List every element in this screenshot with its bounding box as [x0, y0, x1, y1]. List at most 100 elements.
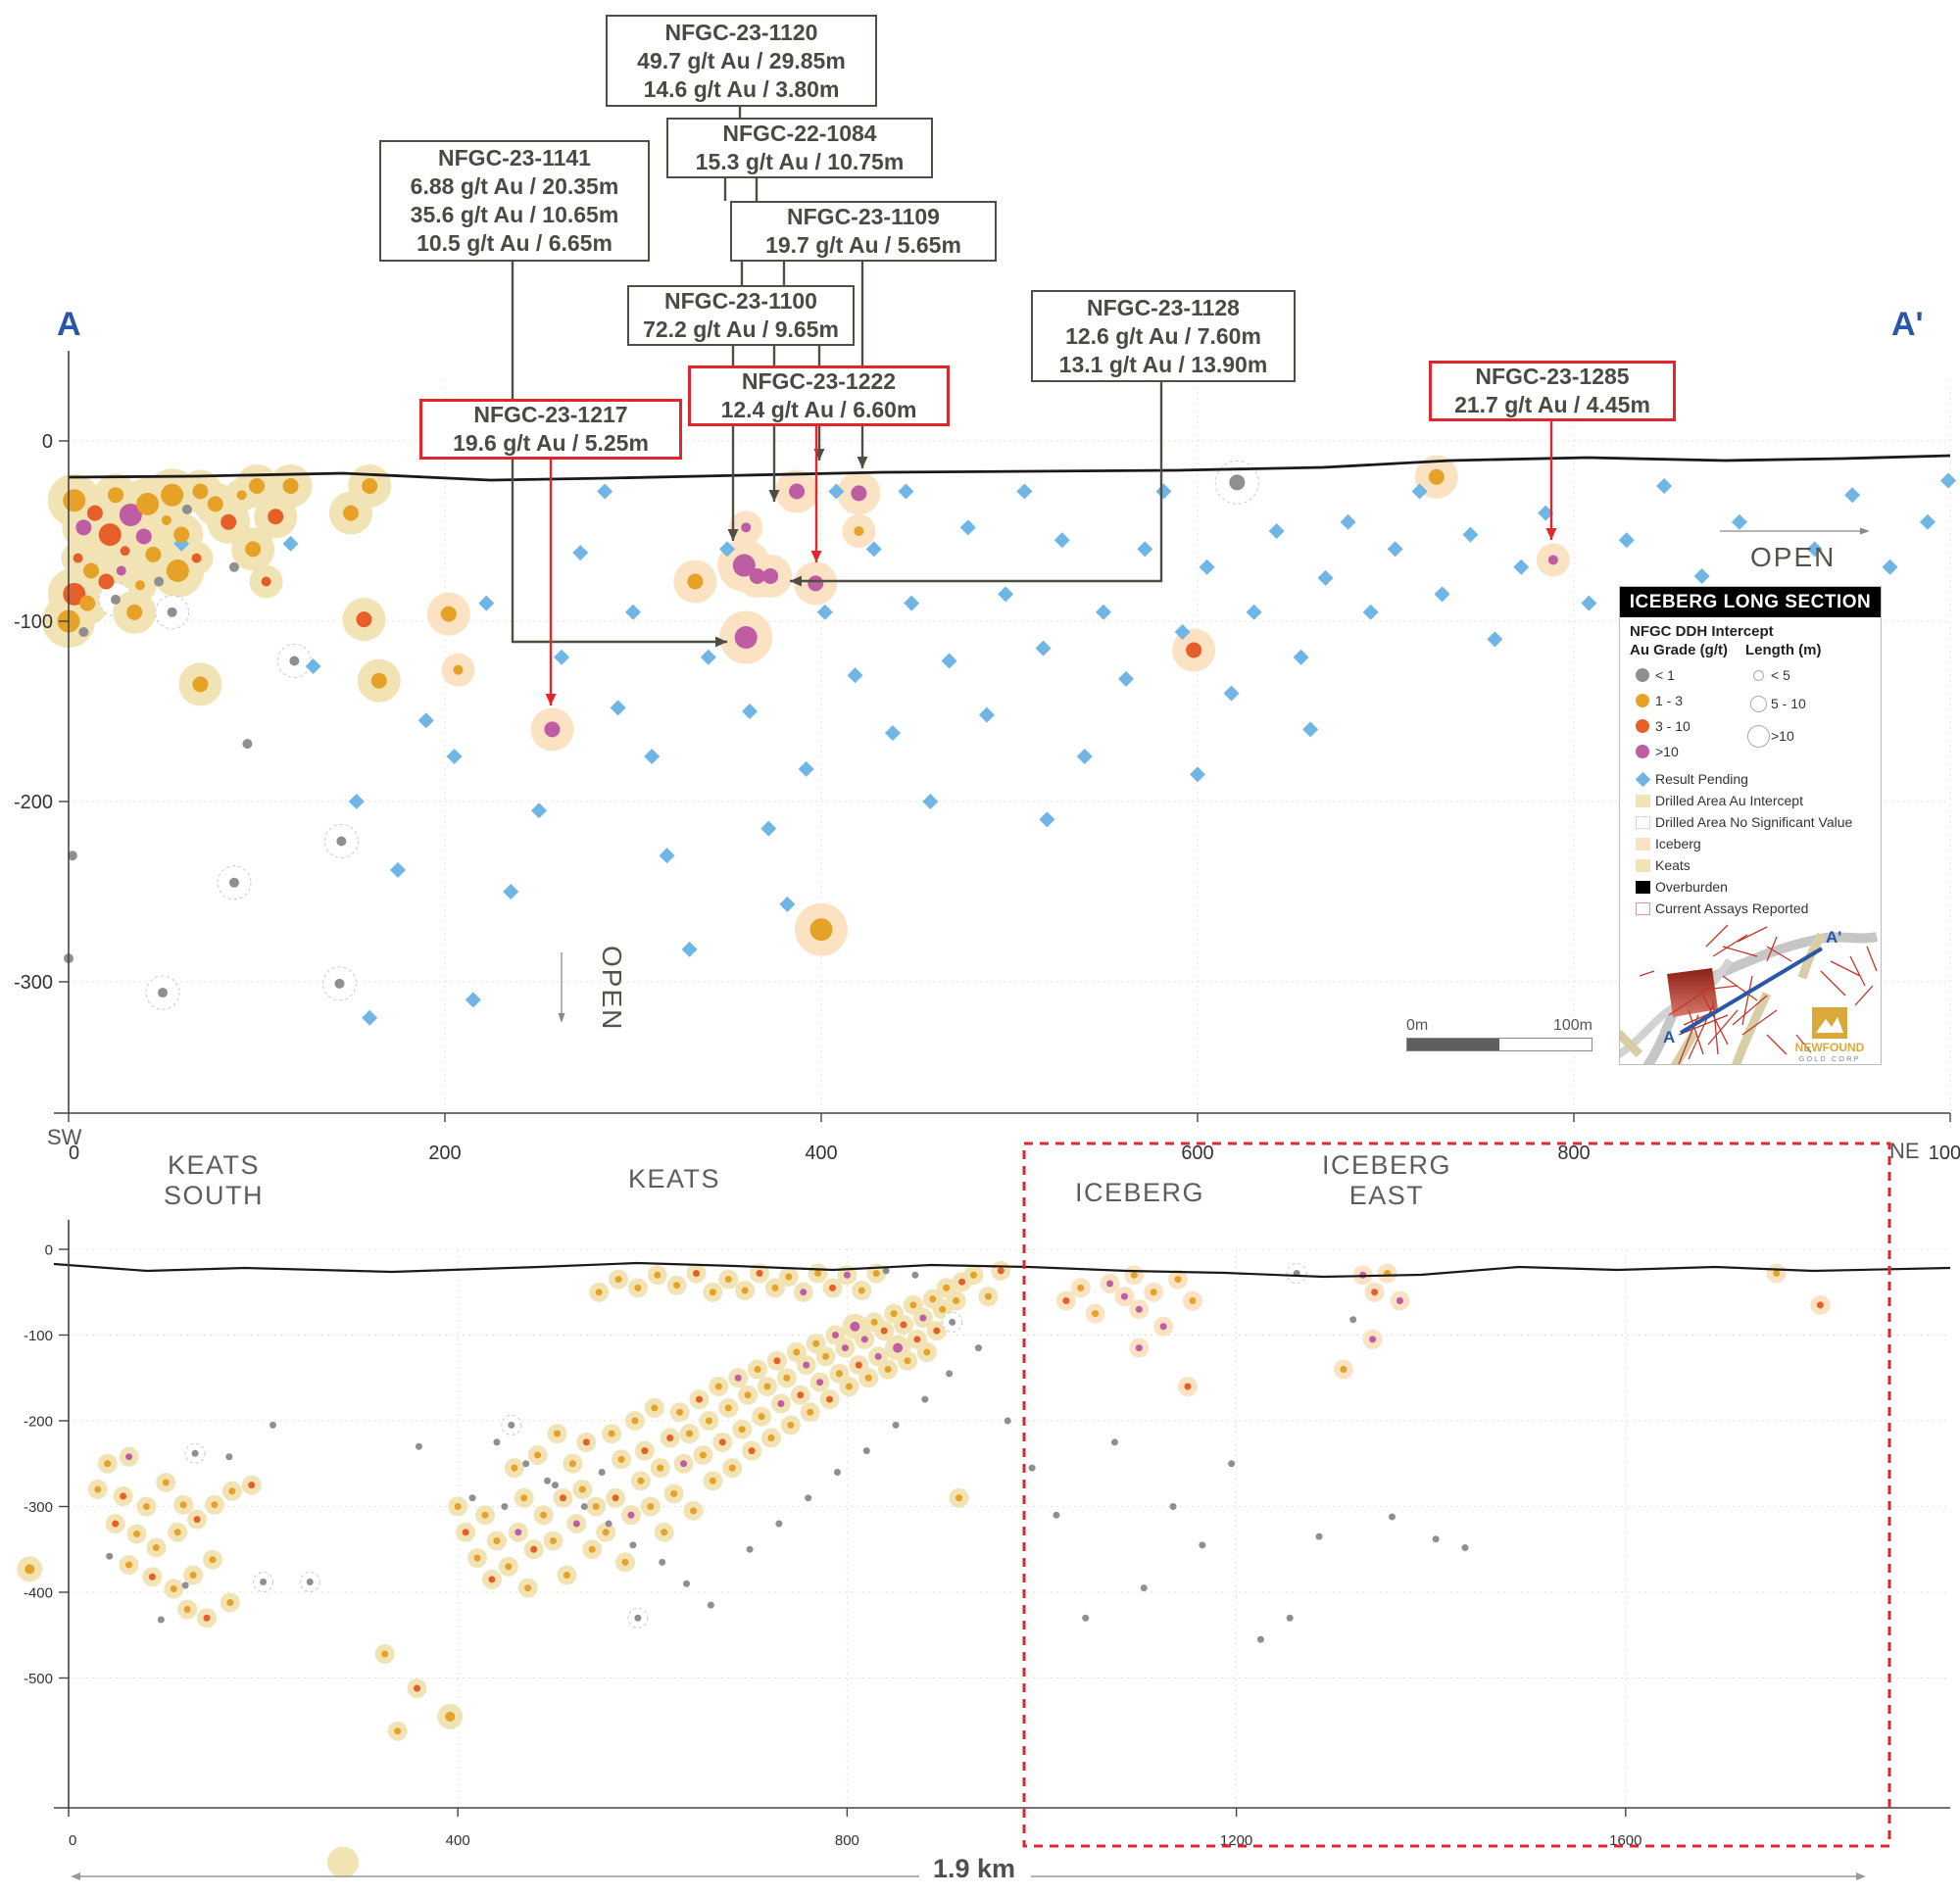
- result-pending-diamond: [446, 749, 463, 764]
- drill-intercept-dot: [974, 1344, 982, 1352]
- assay-result: 35.6 g/t Au / 10.65m: [410, 202, 619, 227]
- drill-intercept-dot: [651, 1404, 659, 1412]
- drill-intercept-dot: [809, 918, 833, 942]
- surface-overburden-line: [68, 454, 1951, 482]
- drill-intercept-dot: [746, 1545, 754, 1553]
- drill-intercept-dot: [106, 1552, 114, 1560]
- drill-intercept-dot: [670, 1489, 678, 1497]
- drill-intercept-dot: [627, 1511, 635, 1519]
- drill-intercept-dot: [181, 1581, 189, 1589]
- drill-intercept-dot: [413, 1684, 420, 1692]
- drill-intercept-dot: [850, 1321, 860, 1332]
- drill-intercept-dot: [602, 1529, 610, 1536]
- result-pending-diamond: [554, 649, 570, 665]
- drill-intercept-dot: [588, 1545, 596, 1553]
- assay-result: 15.3 g/t Au / 10.75m: [695, 149, 905, 174]
- svg-text:-300: -300: [24, 1499, 53, 1516]
- assay-callout-nfgc-23-1120: NFGC-23-1120 49.7 g/t Au / 29.85m 14.6 g/t…: [606, 15, 877, 107]
- drill-intercept-dot: [161, 483, 184, 507]
- drillhole-id: NFGC-22-1084: [722, 121, 877, 146]
- result-pending-diamond: [1693, 568, 1710, 584]
- drill-intercept-dot: [860, 1336, 868, 1343]
- drill-intercept-dot: [488, 1576, 496, 1583]
- legend-grade-gt10: >10: [1630, 739, 1745, 764]
- open-label-right: OPEN: [1750, 542, 1837, 572]
- svg-text:-400: -400: [24, 1584, 53, 1601]
- drill-intercept-dot: [192, 676, 209, 693]
- legend-grade-1-3: 1 - 3: [1630, 688, 1745, 713]
- drill-intercept-dot: [220, 513, 237, 530]
- drill-intercept-dot: [520, 1494, 528, 1502]
- drill-intercept-dot: [807, 1408, 814, 1416]
- drill-intercept-dot: [133, 1531, 141, 1537]
- legend-length-header: Length (m): [1745, 642, 1822, 658]
- drill-intercept-dot: [540, 1511, 548, 1519]
- drill-intercept-dot: [481, 1511, 489, 1519]
- drill-intercept-dot: [568, 1460, 576, 1468]
- result-pending-diamond: [719, 541, 735, 558]
- drill-intercept-dot: [855, 1361, 862, 1369]
- drillhole-id: NFGC-23-1109: [787, 204, 940, 229]
- result-pending-diamond: [884, 725, 901, 742]
- drill-intercept-dot: [797, 1391, 805, 1399]
- drill-intercept-dot: [78, 627, 89, 638]
- result-pending-diamond: [1387, 541, 1403, 558]
- drill-intercept-dot: [104, 1460, 112, 1468]
- drill-intercept-dot: [1388, 1513, 1396, 1521]
- drillhole-id: NFGC-23-1100: [664, 288, 817, 314]
- result-pending-diamond: [816, 604, 833, 620]
- sw-label: SW: [47, 1125, 82, 1149]
- drill-intercept-dot: [1256, 1635, 1264, 1643]
- drill-intercept-dot: [654, 1271, 662, 1279]
- drill-intercept-dot: [695, 1395, 703, 1403]
- drill-intercept-dot: [148, 1573, 156, 1581]
- drill-intercept-dot: [843, 1271, 851, 1279]
- drill-intercept-dot: [833, 1469, 841, 1476]
- drill-intercept-dot: [661, 1529, 668, 1536]
- drill-intercept-dot: [872, 1270, 880, 1277]
- result-pending-diamond: [1076, 749, 1093, 764]
- drill-intercept-dot: [268, 509, 284, 525]
- intercept-points: [57, 468, 1558, 998]
- assay-result: 21.7 g/t Au / 4.45m: [1454, 392, 1650, 417]
- drill-intercept-dot: [98, 523, 122, 547]
- result-pending-diamond: [1731, 513, 1747, 530]
- drill-intercept-dot: [120, 1492, 127, 1500]
- drill-intercept-dot: [1140, 1584, 1148, 1592]
- result-pending-diamond: [1199, 559, 1215, 575]
- drill-intercept-dot: [762, 568, 779, 584]
- drill-intercept-dot: [612, 1494, 619, 1502]
- drill-intercept-dot: [73, 553, 83, 563]
- keats-swatch: [1635, 858, 1650, 872]
- drill-intercept-dot: [1349, 1316, 1357, 1324]
- result-pending-diamond: [898, 483, 914, 500]
- drill-intercept-dot: [245, 541, 262, 558]
- drill-intercept-dot: [900, 1321, 907, 1329]
- result-pending-diamond: [779, 896, 796, 912]
- result-pending-diamond: [941, 653, 957, 669]
- drill-intercept-dot: [170, 1585, 177, 1592]
- drill-intercept-dot: [1371, 1289, 1379, 1296]
- drill-intercept-dot: [173, 526, 190, 543]
- drill-intercept-dot: [282, 478, 299, 494]
- svg-text:-300: -300: [14, 972, 53, 994]
- drill-intercept-dot: [1092, 1310, 1100, 1318]
- drill-intercept-dot: [673, 1282, 681, 1289]
- result-pending-diamond: [1538, 505, 1554, 521]
- svg-text:0: 0: [45, 1241, 53, 1258]
- drill-intercept-dot: [845, 1383, 853, 1390]
- drill-intercept-dot: [468, 1494, 476, 1502]
- result-pending-diamond: [644, 749, 661, 764]
- drill-intercept-dot: [142, 1503, 150, 1510]
- result-pending-swatch: [1635, 771, 1650, 787]
- iceberg-swatch: [1635, 837, 1650, 851]
- drill-intercept-dot: [370, 672, 387, 689]
- section-a-prime-label: A': [1891, 306, 1924, 343]
- drill-intercept-dot: [1082, 1614, 1090, 1622]
- drill-intercept-dot: [336, 836, 347, 847]
- drill-intercept-dot: [249, 478, 265, 494]
- assay-callout-nfgc-23-1285: NFGC-23-1285 21.7 g/t Au / 4.45m: [1429, 361, 1676, 421]
- result-pending-points: [173, 472, 1957, 1026]
